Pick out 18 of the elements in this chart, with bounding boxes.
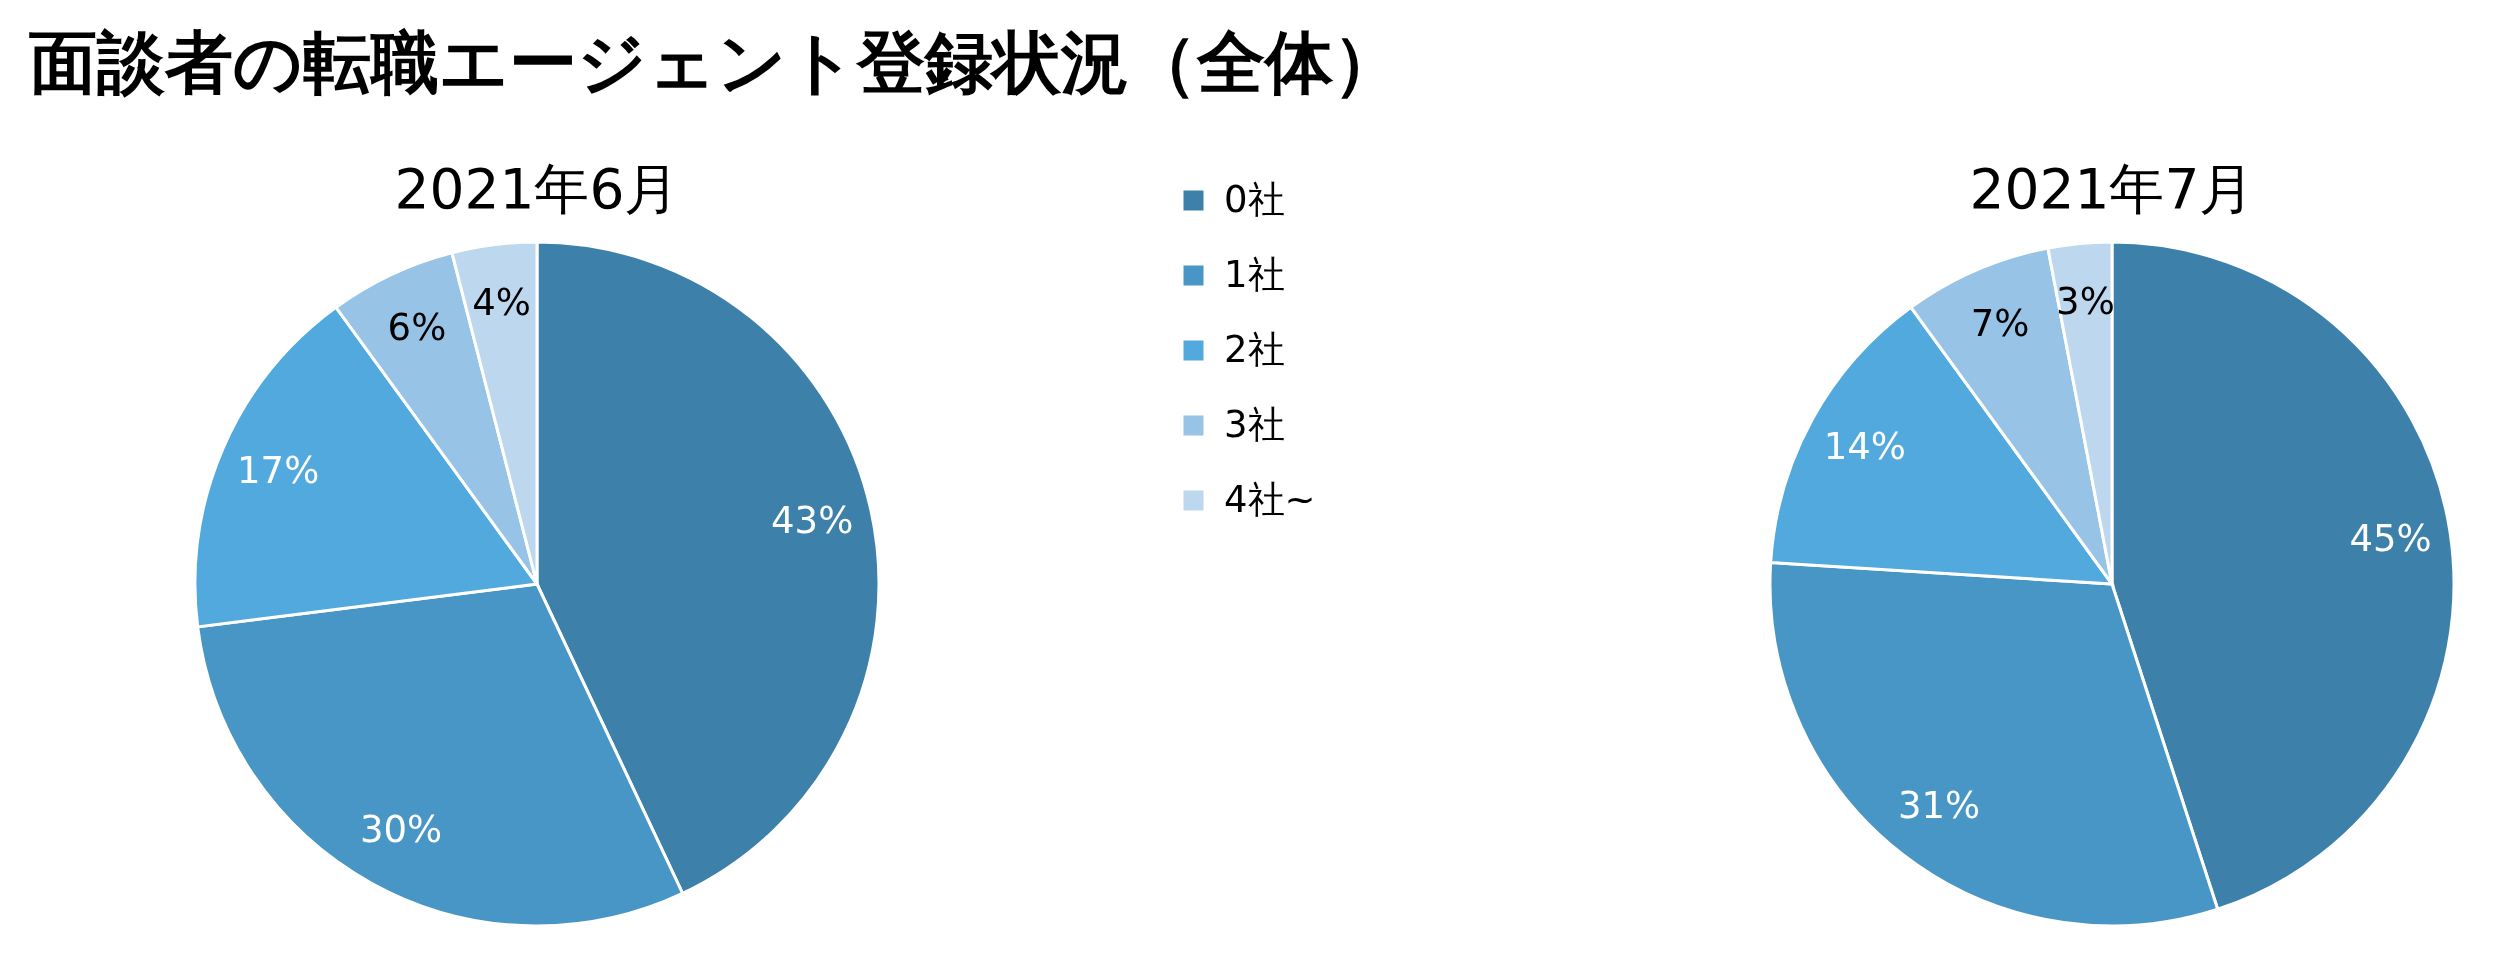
data-label: 6% [387,305,447,349]
legend-label: 0社 [1224,177,1285,221]
slice-label: 2021年6月 [394,157,680,221]
legend-label: 2社 [1224,327,1285,371]
data-label: 17% [237,449,320,492]
legend-label: 1社 [1224,252,1285,296]
data-label: 7% [1970,302,2030,346]
legend-label: 4社~ [1224,477,1316,521]
slice-label: 2021年7月 [1969,157,2255,221]
data-label: 14% [1823,425,1907,469]
data-label: 4% [472,281,532,325]
data-label: 30% [360,808,443,852]
data-label: 43% [771,499,854,543]
chart-title: 面談者の転職エージェント登録状況（全体） [29,23,1401,102]
legend-label: 3社 [1224,402,1285,446]
data-label: 3% [2056,280,2115,324]
data-label: 31% [1898,783,1981,827]
data-label: 45% [2349,516,2432,560]
